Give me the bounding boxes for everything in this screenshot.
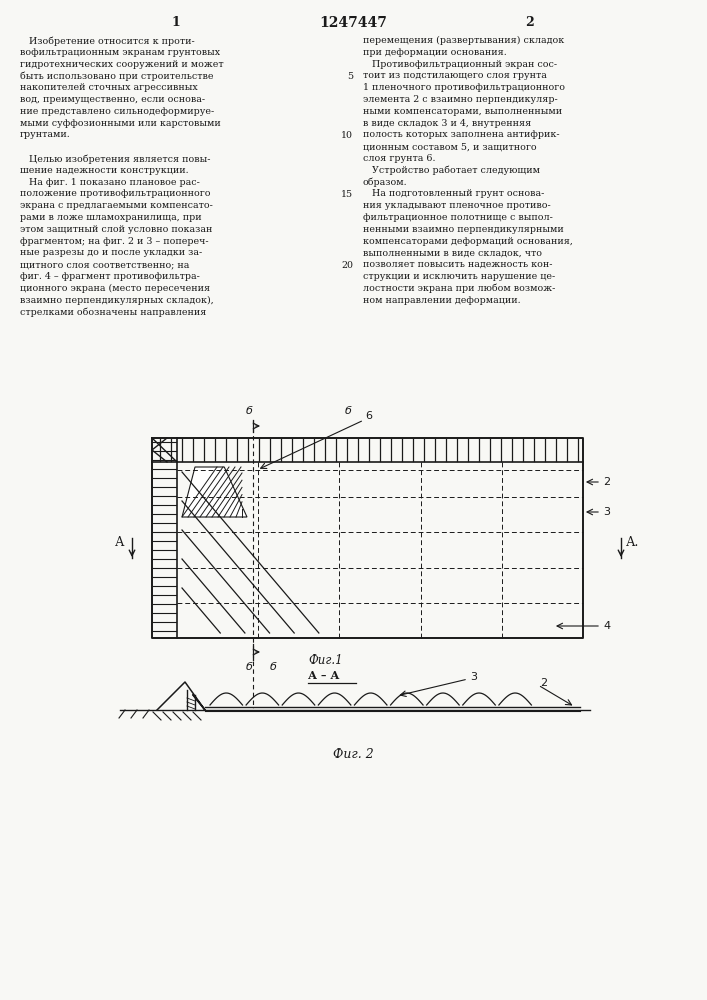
Text: На фиг. 1 показано плановое рас-: На фиг. 1 показано плановое рас-	[20, 178, 200, 187]
Text: струкции и исключить нарушение це-: струкции и исключить нарушение це-	[363, 272, 555, 281]
Text: 2: 2	[603, 477, 610, 487]
Text: ненными взаимно перпендикулярными: ненными взаимно перпендикулярными	[363, 225, 563, 234]
Text: тоит из подстилающего слоя грунта: тоит из подстилающего слоя грунта	[363, 71, 547, 80]
Text: рами в ложе шламохранилища, при: рами в ложе шламохранилища, при	[20, 213, 201, 222]
Text: мыми суффозионными или карстовыми: мыми суффозионными или карстовыми	[20, 119, 221, 128]
Text: 2: 2	[540, 678, 547, 688]
Text: шение надежности конструкции.: шение надежности конструкции.	[20, 166, 189, 175]
Text: накопителей сточных агрессивных: накопителей сточных агрессивных	[20, 83, 198, 92]
Text: ными компенсаторами, выполненными: ными компенсаторами, выполненными	[363, 107, 562, 116]
Text: выполненными в виде складок, что: выполненными в виде складок, что	[363, 248, 542, 257]
Text: 4: 4	[603, 621, 610, 631]
Text: лостности экрана при любом возмож-: лостности экрана при любом возмож-	[363, 284, 556, 293]
Text: фильтрационное полотнище с выпол-: фильтрационное полотнище с выпол-	[363, 213, 553, 222]
Polygon shape	[182, 467, 247, 517]
Text: вофильтрационным экранам грунтовых: вофильтрационным экранам грунтовых	[20, 48, 220, 57]
Text: позволяет повысить надежность кон-: позволяет повысить надежность кон-	[363, 260, 552, 269]
Text: экрана с предлагаемыми компенсато-: экрана с предлагаемыми компенсато-	[20, 201, 213, 210]
Text: Изобретение относится к проти-: Изобретение относится к проти-	[20, 36, 194, 45]
Text: этом защитный слой условно показан: этом защитный слой условно показан	[20, 225, 212, 234]
Text: 1247447: 1247447	[319, 16, 387, 30]
Text: На подготовленный грунт основа-: На подготовленный грунт основа-	[363, 189, 544, 198]
Text: ния укладывают пленочное противо-: ния укладывают пленочное противо-	[363, 201, 551, 210]
Text: б: б	[269, 662, 276, 672]
Text: фрагментом; на фиг. 2 и 3 – попереч-: фрагментом; на фиг. 2 и 3 – попереч-	[20, 237, 209, 246]
Text: Фиг.1: Фиг.1	[308, 654, 343, 667]
Text: А – А: А – А	[308, 670, 339, 681]
Text: полость которых заполнена антифрик-: полость которых заполнена антифрик-	[363, 130, 560, 139]
Text: положение противофильтрационного: положение противофильтрационного	[20, 189, 211, 198]
Text: вод, преимущественно, если основа-: вод, преимущественно, если основа-	[20, 95, 205, 104]
Text: стрелками обозначены направления: стрелками обозначены направления	[20, 307, 206, 317]
Text: Целью изобретения является повы-: Целью изобретения является повы-	[20, 154, 211, 163]
Text: взаимно перпендикулярных складок),: взаимно перпендикулярных складок),	[20, 296, 214, 305]
Text: 1: 1	[172, 16, 180, 29]
Text: быть использовано при строительстве: быть использовано при строительстве	[20, 71, 214, 81]
Text: компенсаторами деформаций основания,: компенсаторами деформаций основания,	[363, 237, 573, 246]
Text: грунтами.: грунтами.	[20, 130, 71, 139]
Text: при деформации основания.: при деформации основания.	[363, 48, 507, 57]
Text: образом.: образом.	[363, 178, 408, 187]
Text: 3: 3	[470, 672, 477, 682]
Text: Фиг. 2: Фиг. 2	[332, 748, 373, 761]
Text: 5: 5	[347, 72, 353, 81]
Text: Противофильтрационный экран сос-: Противофильтрационный экран сос-	[363, 60, 557, 69]
Text: 15: 15	[341, 190, 353, 199]
Text: ные разрезы до и после укладки за-: ные разрезы до и после укладки за-	[20, 248, 202, 257]
Text: щитного слоя соответственно; на: щитного слоя соответственно; на	[20, 260, 189, 269]
Text: слоя грунта 6.: слоя грунта 6.	[363, 154, 436, 163]
Text: А: А	[115, 536, 124, 550]
Text: 2: 2	[525, 16, 534, 29]
Text: 3: 3	[603, 507, 610, 517]
Text: б: б	[344, 406, 351, 416]
Text: перемещения (развертывания) складок: перемещения (развертывания) складок	[363, 36, 564, 45]
Text: 10: 10	[341, 131, 353, 140]
Text: б: б	[245, 662, 252, 672]
Text: ционным составом 5, и защитного: ционным составом 5, и защитного	[363, 142, 537, 151]
Text: ние представлено сильнодеформируе-: ние представлено сильнодеформируе-	[20, 107, 214, 116]
Text: 6: 6	[365, 411, 372, 421]
Text: элемента 2 с взаимно перпендикуляр-: элемента 2 с взаимно перпендикуляр-	[363, 95, 558, 104]
Text: ционного экрана (место пересечения: ционного экрана (место пересечения	[20, 284, 210, 293]
Text: Устройство работает следующим: Устройство работает следующим	[363, 166, 540, 175]
Text: 20: 20	[341, 261, 353, 270]
Text: ном направлении деформации.: ном направлении деформации.	[363, 296, 520, 305]
Text: в виде складок 3 и 4, внутренняя: в виде складок 3 и 4, внутренняя	[363, 119, 531, 128]
Text: А.: А.	[626, 536, 640, 550]
Text: гидротехнических сооружений и может: гидротехнических сооружений и может	[20, 60, 223, 69]
Text: фиг. 4 – фрагмент противофильтра-: фиг. 4 – фрагмент противофильтра-	[20, 272, 200, 281]
Text: б: б	[245, 406, 252, 416]
Text: 1 пленочного противофильтрационного: 1 пленочного противофильтрационного	[363, 83, 565, 92]
